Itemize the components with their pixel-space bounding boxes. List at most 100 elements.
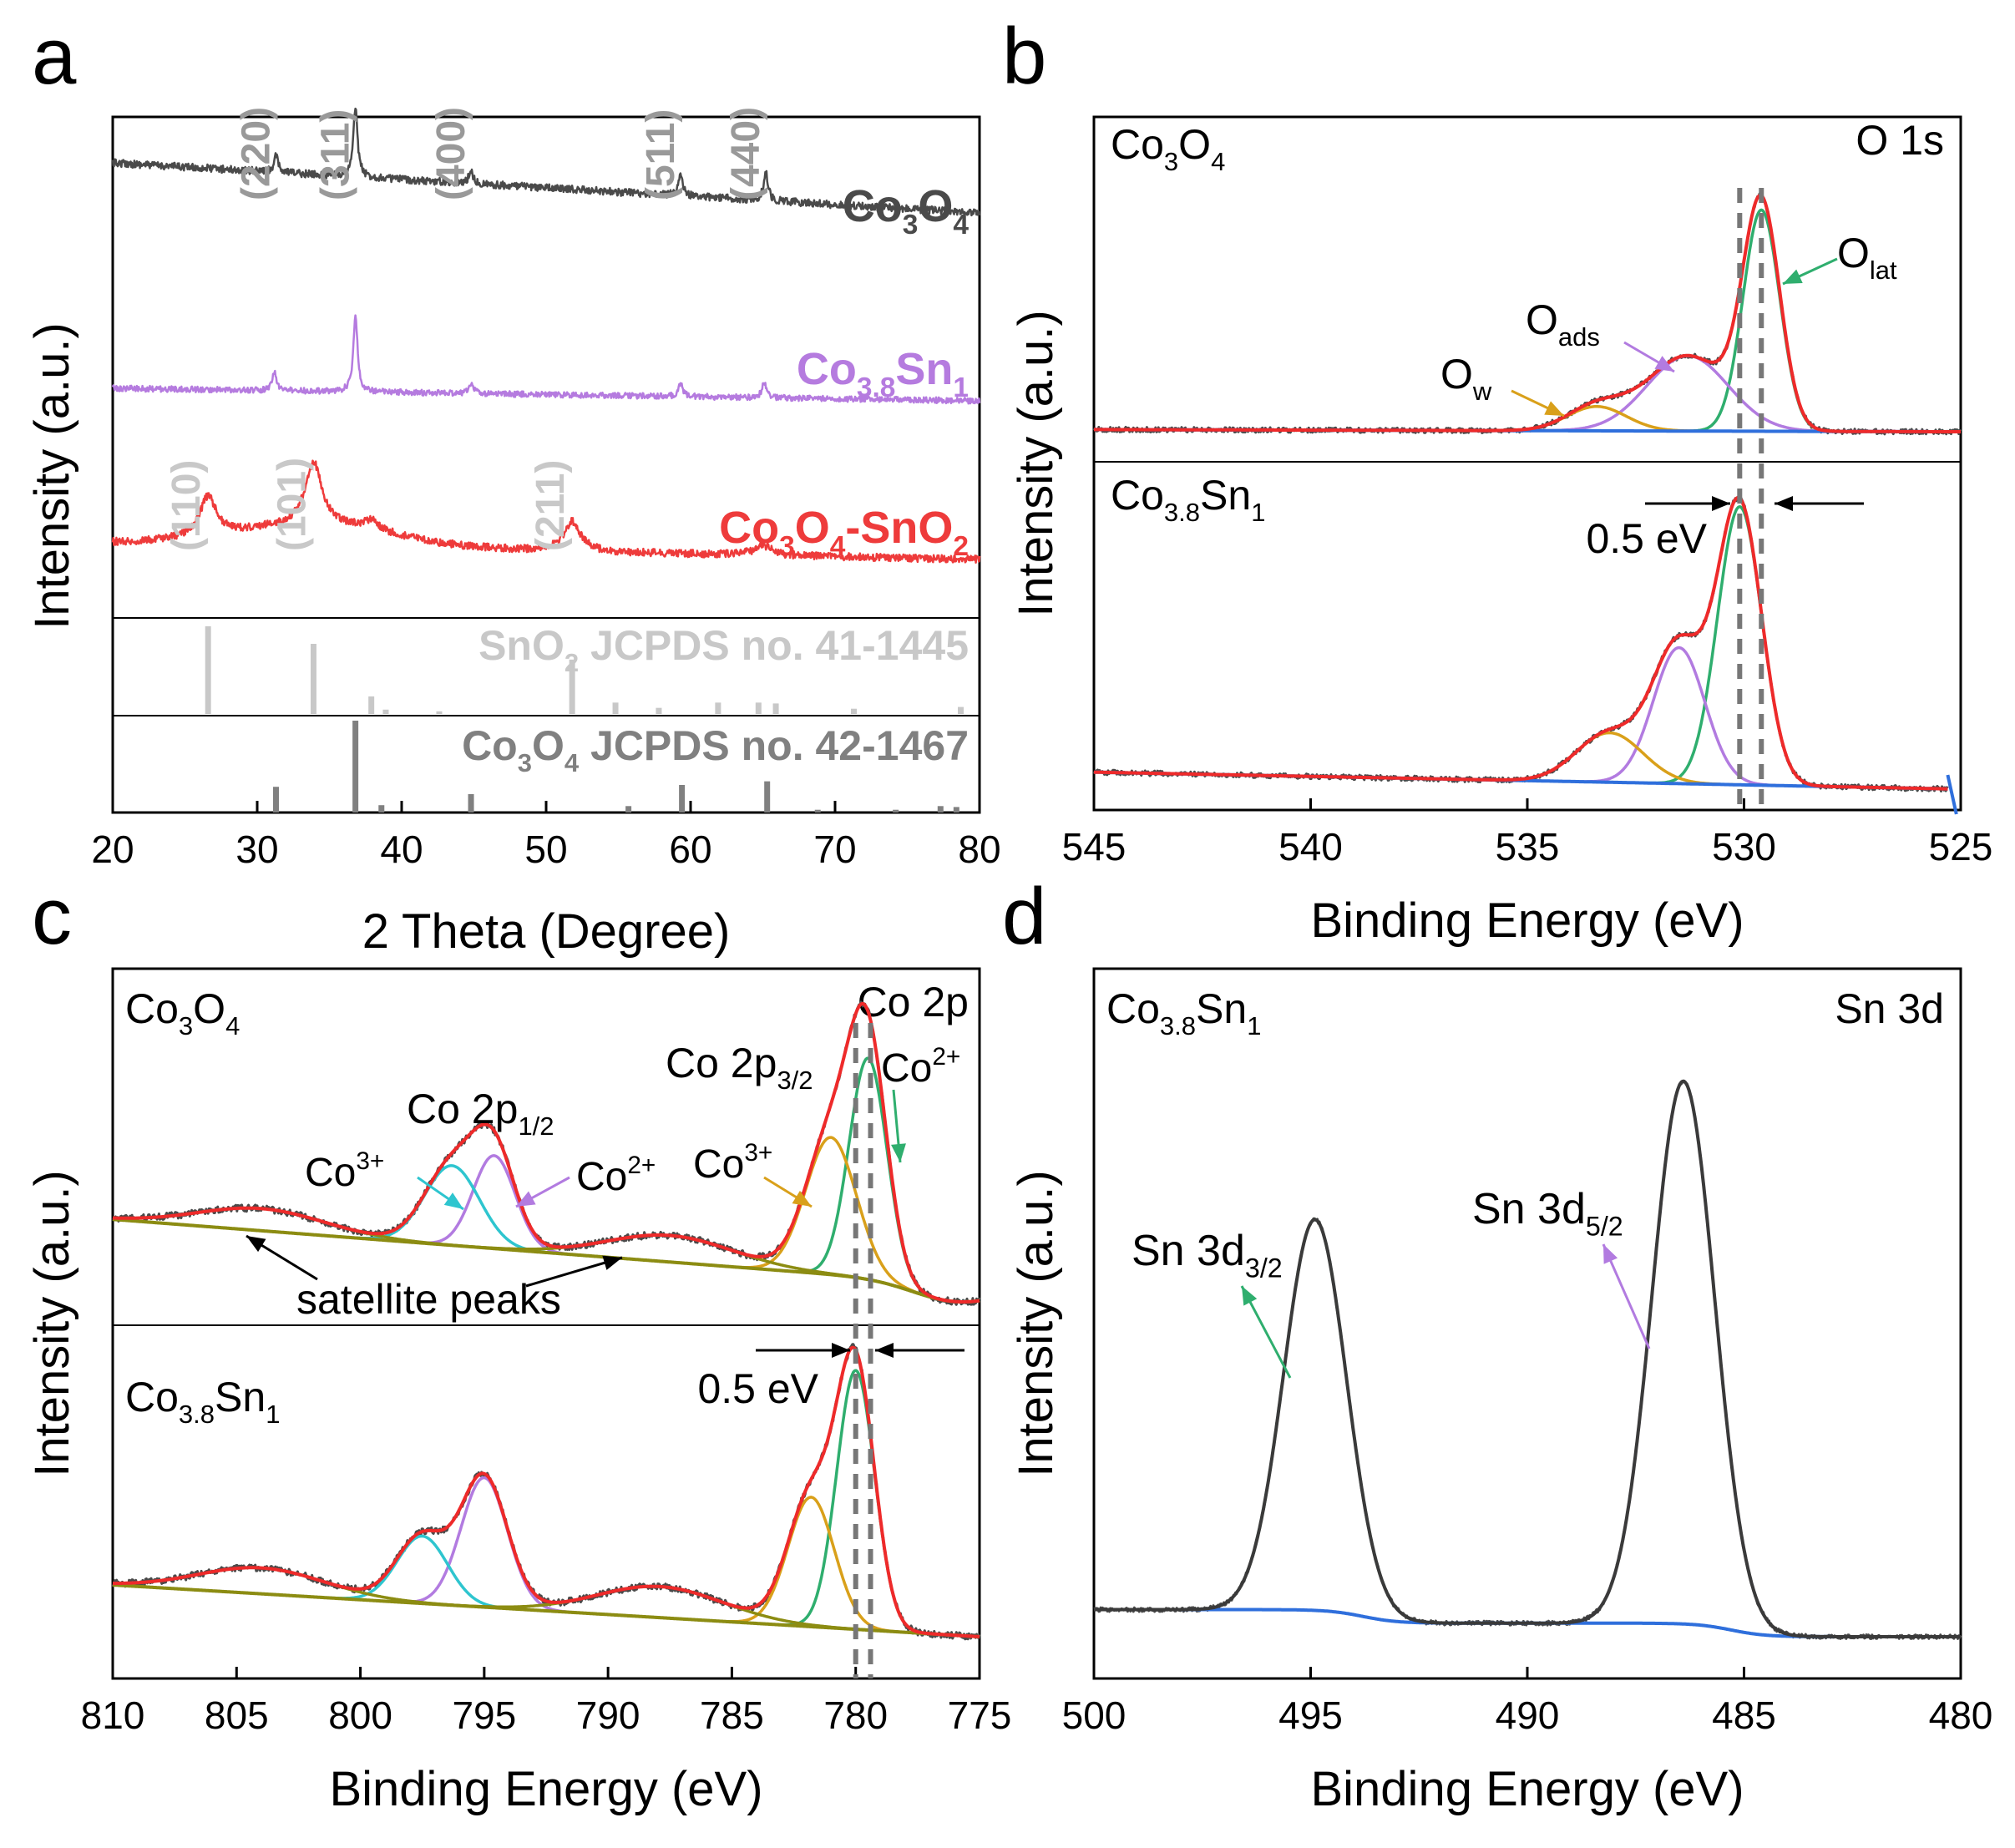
arrow-o-ads-head (1654, 356, 1674, 372)
o1s-bottom-component (1093, 646, 1949, 791)
panel-c-ylabel: Intensity (a.u.) (25, 1170, 79, 1476)
panel-b-xtick-label: 540 (1278, 825, 1343, 868)
arrow-co2plus-12-head (516, 1191, 536, 1207)
panel-b-xtick-label: 525 (1929, 825, 1993, 868)
arrow-satellite-right (525, 1255, 623, 1288)
hkl-co3o4-label: (220) (234, 107, 278, 200)
panel-c-xtick-label: 800 (328, 1694, 392, 1737)
arrow-co3plus-12 (417, 1176, 464, 1211)
o1s-top-envelope (1093, 193, 1962, 433)
annotation-sn3d52: Sn 3d5/2​ (1472, 1185, 1623, 1242)
arrow-o-lat (1782, 257, 1838, 286)
xrd-trace-2 (111, 459, 981, 565)
annotation-sn3d32: Sn 3d3/2​ (1132, 1227, 1283, 1283)
panel-b-xtick-label: 530 (1712, 825, 1776, 868)
sn3d-envelope (1093, 1079, 1962, 1638)
o1s-top-component (1093, 354, 1962, 433)
o1s-bottom-envelope (1093, 495, 1949, 791)
co2p-bottom-component (112, 1534, 980, 1638)
panel-d-xlabel: Binding Energy (eV) (1310, 1762, 1744, 1816)
panel-b-letter: b (1002, 12, 1046, 101)
annotation-o-ads: Oads​ (1526, 296, 1600, 352)
arrow-satellite-left-head (246, 1236, 266, 1253)
reference-label-0: SnO2​ JCPDS no. 41-1445 (478, 622, 969, 677)
panel-c-xtick-label: 785 (700, 1694, 764, 1737)
region-label-o1s: O 1s (1856, 117, 1944, 164)
arrow-co3plus-32-head (792, 1190, 812, 1207)
hkl-co3o4-label: (311) (314, 109, 358, 200)
hkl-sno2-label: (110) (165, 460, 209, 551)
panel-a: a 20 30 40 50 60 70 80 2 Theta (Degree) Intensity… (25, 12, 1001, 959)
panel-a-xtick-label: 20 (91, 828, 134, 871)
panel-a-xtick-label: 80 (958, 828, 1000, 871)
panel-a-xtick-label: 40 (380, 828, 423, 871)
annotation-co2plus-32: Co2+​ (881, 1043, 960, 1091)
arrow-sn3d52-shaft (1602, 1243, 1651, 1349)
shift-arrow-right-head (1775, 496, 1793, 511)
sn3d-component (1093, 1218, 1962, 1638)
baseline-drop (1946, 774, 1958, 815)
co2p-bottom-component (112, 1476, 980, 1638)
annotation-co3plus-32: Co3+​ (693, 1139, 772, 1187)
arrow-satellite-left (246, 1234, 318, 1281)
series-label-0: Co3​O4​ (843, 181, 970, 240)
region-label-sn3d: Sn 3d (1835, 985, 1944, 1032)
hkl-co3o4-label: (440) (724, 107, 768, 200)
shift-arrow-left (756, 1343, 850, 1358)
panel-a-xlabel: 2 Theta (Degree) (362, 904, 731, 959)
arrow-o-w-head (1544, 401, 1564, 416)
arrow-satellite-right-head (602, 1255, 622, 1270)
satellite-peaks-label: satellite peaks (296, 1276, 561, 1323)
shift-label-b: 0.5 eV (1586, 515, 1707, 562)
sn3d-component (1093, 1079, 1962, 1638)
sample-label-bottom: Co3.8​Sn1​ (1111, 472, 1265, 527)
panel-a-xtick-label: 70 (813, 828, 856, 871)
sample-label: Co3.8​Sn1​ (1106, 985, 1261, 1040)
panel-b-xtick-label: 535 (1496, 825, 1560, 868)
shift-arrow-left-head (1712, 496, 1730, 511)
annotation-co2p32: Co 2p3/2​ (666, 1040, 813, 1095)
panel-d-frame (1092, 967, 1962, 1680)
arrow-sn3d52 (1602, 1243, 1651, 1349)
sample-label-top: Co3​O4​ (1111, 121, 1225, 176)
o1s-bottom-component (1093, 505, 1949, 791)
panel-b-xtick-label: 545 (1062, 825, 1126, 868)
sn3d-raw-data (1093, 1080, 1962, 1640)
shift-arrow-right-head (875, 1343, 894, 1358)
panel-c-xtick-label: 805 (205, 1694, 269, 1737)
shift-arrow-right (875, 1343, 964, 1358)
annotation-o-lat: Olat​ (1837, 230, 1897, 285)
shift-label-c: 0.5 eV (697, 1365, 818, 1412)
panel-d-xtick-label: 500 (1062, 1694, 1126, 1737)
annotation-co2plus-12: Co2+​ (576, 1152, 656, 1199)
panel-d-xtick-label: 490 (1496, 1694, 1560, 1737)
annotation-o-w: Ow​ (1440, 351, 1492, 406)
panel-c-xtick-label: 810 (81, 1694, 145, 1737)
hkl-co3o4-label: (511) (639, 109, 683, 200)
panel-c-xtick-label: 775 (948, 1694, 1012, 1737)
xrd-trace-1 (111, 314, 981, 405)
arrow-co3plus-32 (763, 1176, 813, 1208)
co2p-bottom-envelope (112, 1345, 980, 1638)
panel-c-xtick-label: 790 (576, 1694, 640, 1737)
panel-c-xlabel: Binding Energy (eV) (329, 1762, 762, 1816)
hkl-co3o4-label: (400) (429, 107, 473, 200)
annotation-co3plus-12: Co3+​ (305, 1147, 384, 1195)
o1s-bottom-raw-data (1092, 494, 1949, 792)
panel-c-xtick-label: 795 (452, 1694, 516, 1737)
panel-a-ylabel: Intensity (a.u.) (25, 322, 79, 629)
arrow-sn3d32 (1240, 1285, 1292, 1379)
panel-c-frame (111, 967, 981, 1680)
arrow-sn3d32-head (1242, 1286, 1258, 1306)
hkl-sno2-label: (101) (270, 458, 314, 551)
sample-label-bottom: Co3.8​Sn1​ (125, 1374, 280, 1429)
hkl-sno2-label: (211) (529, 460, 573, 551)
arrow-o-w (1511, 389, 1565, 418)
series-label-1: Co3.8​Sn1​ (797, 344, 969, 403)
panel-d-letter: d (1002, 872, 1046, 961)
panel-a-xtick-label: 50 (524, 828, 567, 871)
co2p-top-component (112, 1056, 980, 1304)
panel-c: c 810 805 800 795 790 785 780 775 Binding Energy … (25, 872, 1011, 1816)
panel-a-xtick-label: 60 (669, 828, 711, 871)
panel-c-letter: c (32, 872, 72, 961)
